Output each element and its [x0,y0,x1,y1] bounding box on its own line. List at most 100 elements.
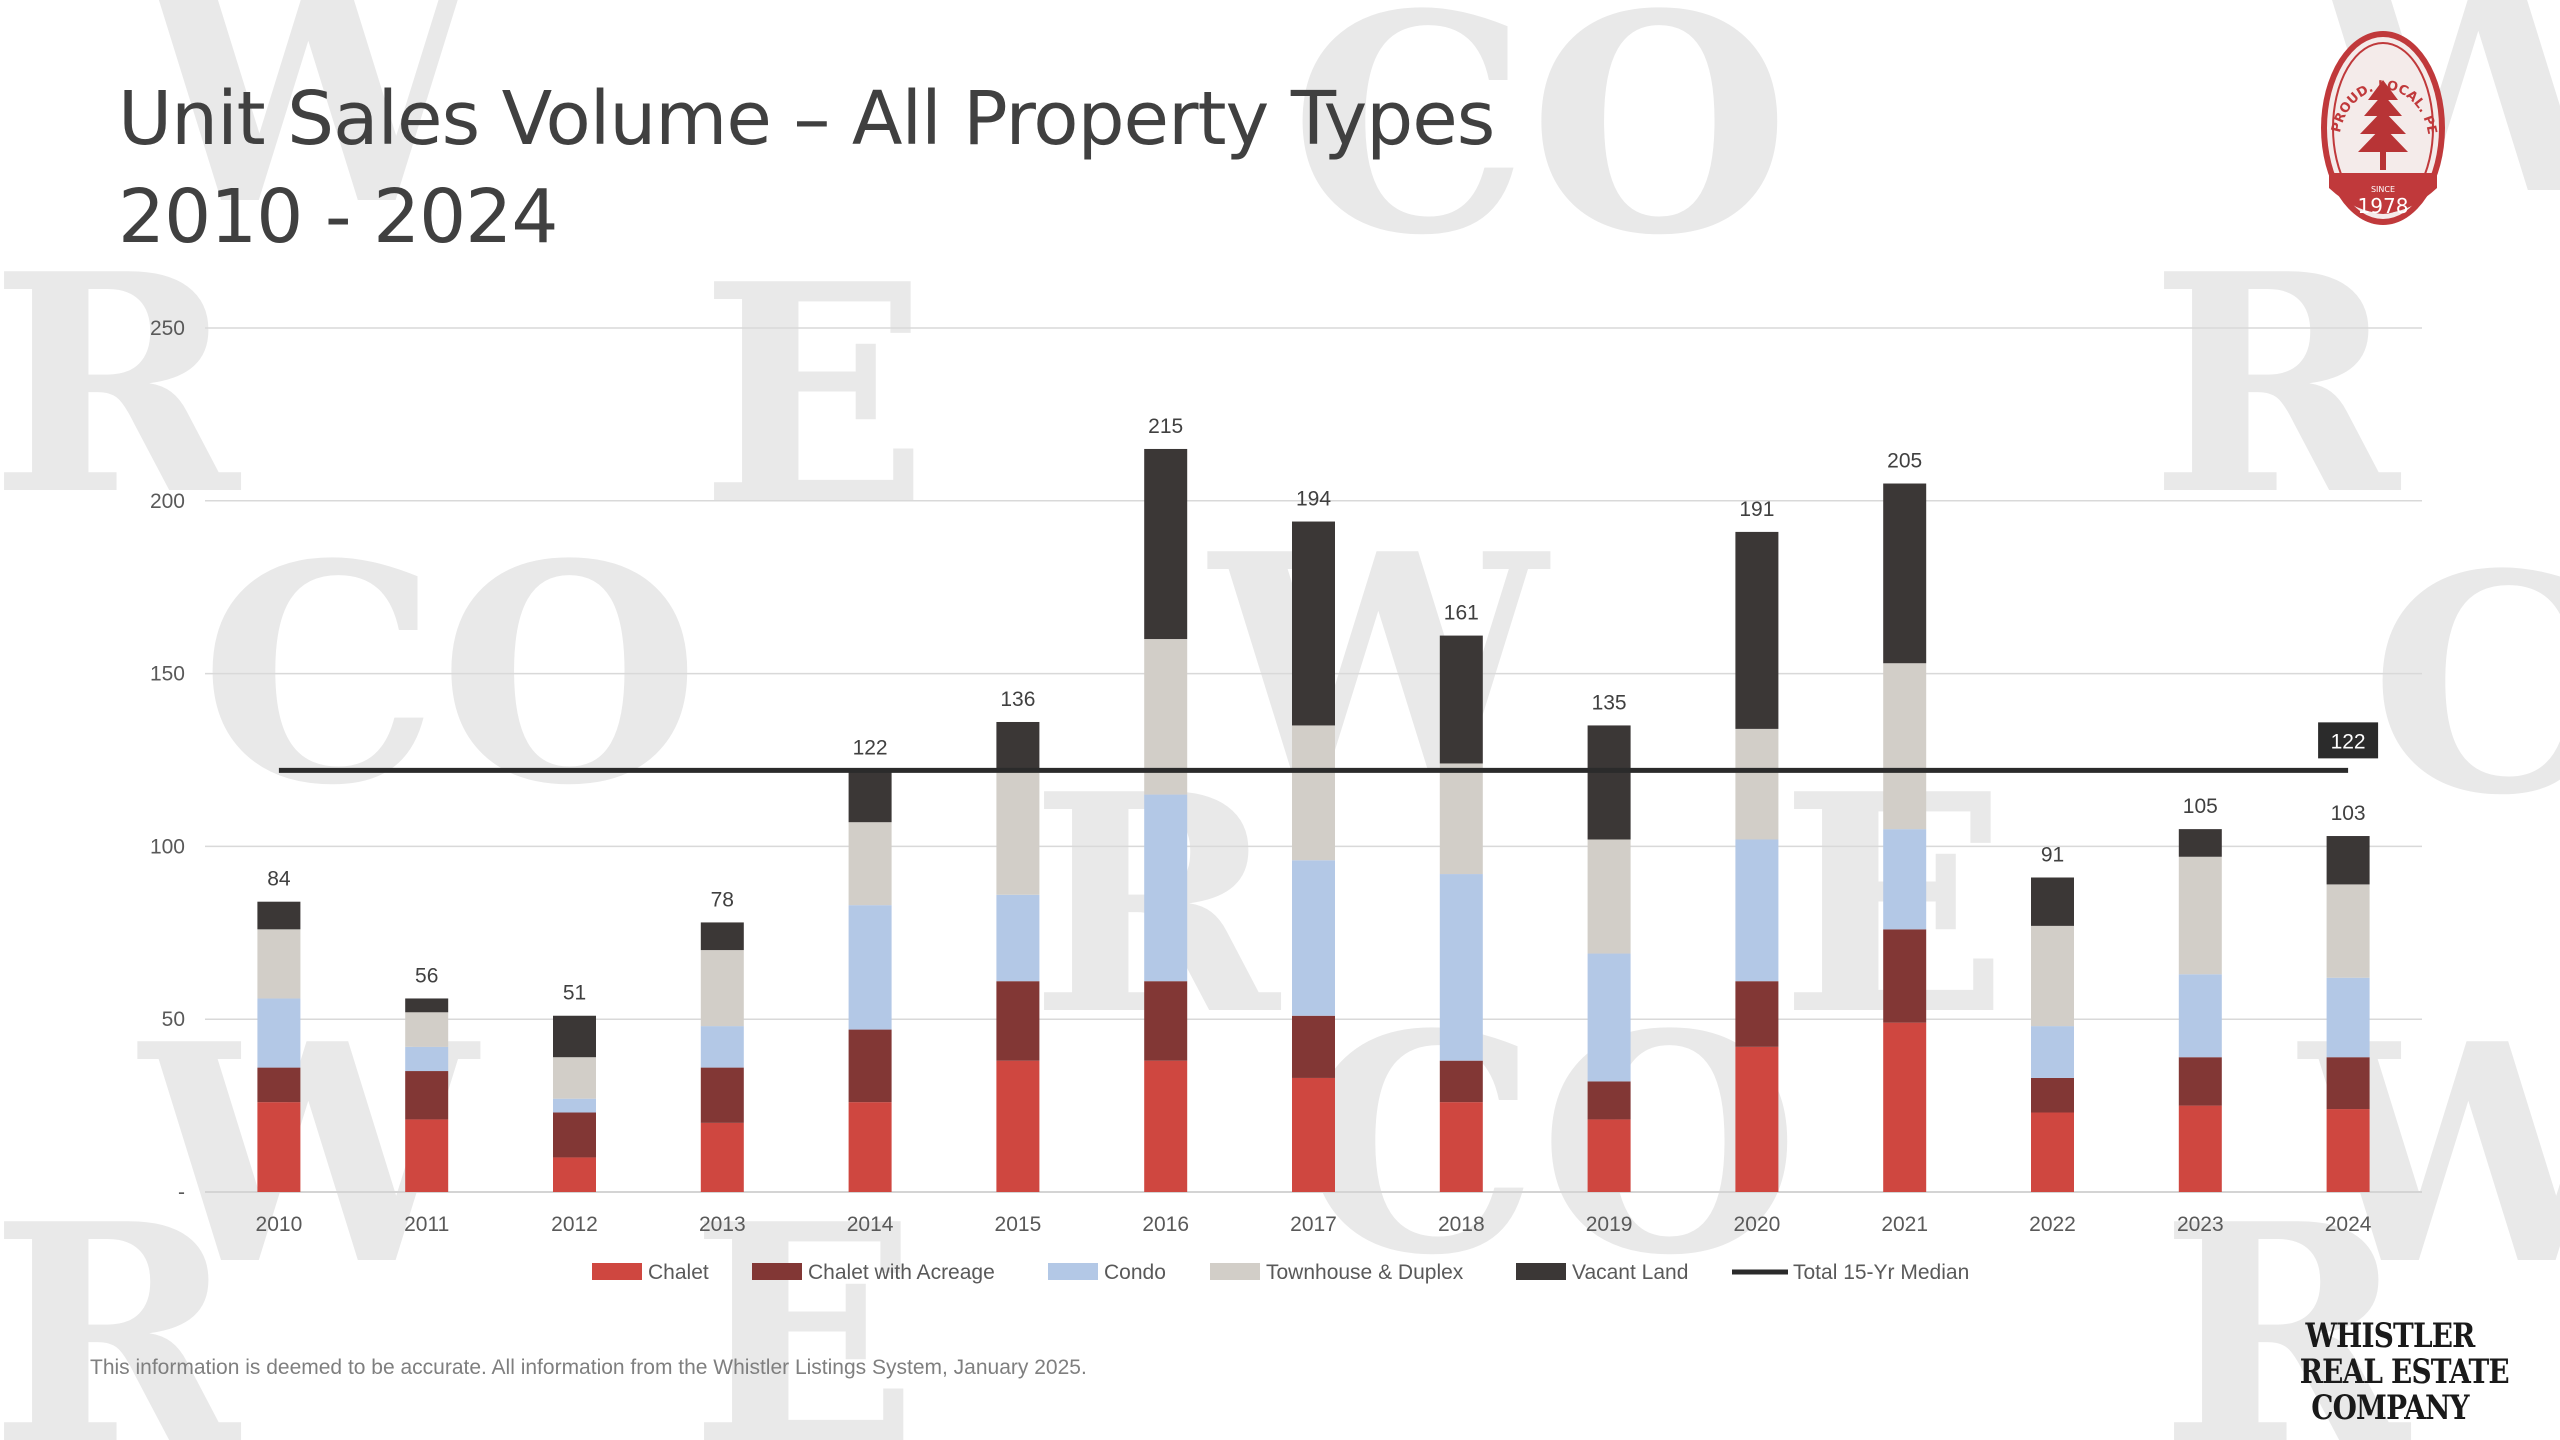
bar-segment [1587,1081,1631,1120]
bar-segment [848,822,892,906]
watermark-letter: CO [200,498,700,851]
x-tick-label: 2023 [2177,1213,2224,1236]
bar-segment [2326,836,2370,885]
x-tick-label: 2020 [1734,1213,1781,1236]
bar-segment [2326,1057,2370,1110]
x-tick-label: 2021 [1881,1213,1928,1236]
bar-segment [2326,977,2370,1058]
bar-segment [1439,1060,1483,1103]
bar-segment [553,1112,596,1158]
badge-since: SINCE [2371,185,2395,194]
footnote: This information is deemed to be accurat… [90,1356,1087,1379]
bar-segment [2178,856,2222,975]
legend-item: Chalet with Acreage [752,1261,995,1284]
legend-item: Condo [1048,1261,1166,1284]
bar-segment [1587,839,1631,954]
bar-segment [2031,1026,2074,1078]
legend-label: Townhouse & Duplex [1266,1261,1464,1284]
watermark-letter: R [0,208,243,561]
watermark-letter: R [0,1158,243,1440]
bar-segment [1144,448,1188,640]
bar-segment [1439,635,1483,764]
bar-segment [405,998,449,1013]
bar-stack-2024: 103 [2326,802,2370,1192]
bar-segment [1439,763,1483,875]
bar-segment [2178,829,2222,857]
watermark-letter: E [690,1158,919,1440]
watermark-letter: E [700,218,929,571]
bar-segment [2326,884,2370,978]
bars: 84 56 51 78 122 136 215 194 161 135 191 205 91 105 103 [257,415,2370,1192]
bar-stack-2023: 105 [2178,795,2222,1192]
badge-year: 1978 [2358,194,2409,218]
total-label: 205 [1887,450,1922,473]
bar-segment [700,1026,744,1068]
watermark-letter: W [1205,488,1552,841]
bar-segment [2031,925,2074,1027]
legend-label: Vacant Land [1572,1261,1688,1284]
legend-swatch [1048,1263,1098,1280]
brand-logo: WHISTLER REAL ESTATE COMPANY [2280,1318,2510,1426]
x-tick-label: 2024 [2325,1213,2372,1236]
x-tick-label: 2013 [699,1213,746,1236]
bar-segment [2178,974,2222,1058]
bar-segment [1144,794,1188,982]
bar-stack-2011: 56 [405,964,449,1192]
bar-segment [257,1067,301,1103]
legend: Chalet Chalet with Acreage Condo Townhouse … [592,1261,1969,1284]
x-axis: 2010 2011 2012 2013 2014 2015 2016 2017 2018 2019… [256,1213,2372,1236]
title-line-1: Unit Sales Volume – All Property Types [118,76,1495,162]
watermark-letter: R [2150,208,2403,561]
bar-segment [1292,725,1335,861]
bar-segment [2178,1105,2222,1192]
bar-segment [1735,1046,1779,1192]
bar-segment [1883,483,1927,664]
bar-segment [1292,521,1335,726]
bar-segment [996,770,1040,895]
watermark-letter: R [2160,1158,2413,1440]
total-label: 215 [1148,415,1183,438]
bar-segment [848,1102,892,1192]
total-label: 91 [2041,844,2064,867]
legend-item: Townhouse & Duplex [1210,1261,1464,1284]
total-label: 84 [267,868,291,891]
brand-logo-line-2: REAL ESTATE [2299,1352,2510,1392]
bar-segment [553,1098,596,1113]
bar-segment [2031,1077,2074,1113]
chart-title: Unit Sales Volume – All Property Types 2… [118,70,1495,266]
bar-segment [2178,1057,2222,1106]
total-label: 135 [1592,691,1627,714]
bar-stack-2019: 135 [1587,691,1631,1192]
bar-segment [1587,953,1631,1082]
x-tick-label: 2022 [2029,1213,2076,1236]
bar-segment [1587,1119,1631,1192]
bar-stack-2014: 122 [848,736,892,1192]
watermark-letter: CO [1300,968,1800,1321]
bar-stack-2013: 78 [700,888,744,1192]
y-tick-label: 200 [150,490,185,513]
bar-segment [2326,1109,2370,1192]
bar-segment [700,922,744,951]
bar-segment [996,1060,1040,1192]
bar-stack-2016: 215 [1144,415,1188,1192]
bar-segment [1439,874,1483,1061]
x-tick-label: 2014 [847,1213,894,1236]
total-label: 191 [1739,498,1774,521]
y-tick-label: 250 [150,317,185,340]
legend-swatch [1210,1263,1260,1280]
legend-swatch [752,1263,802,1280]
bar-stack-2010: 84 [257,868,301,1192]
x-tick-label: 2011 [404,1213,449,1236]
x-tick-label: 2017 [1290,1213,1337,1236]
legend-label: Total 15-Yr Median [1793,1261,1969,1284]
bar-segment [700,1067,744,1123]
bar-stack-2021: 205 [1883,450,1927,1192]
bar-segment [405,1119,449,1192]
median-label-box [2318,722,2379,759]
bar-segment [1587,725,1631,840]
legend-swatch [592,1263,642,1280]
bar-segment [996,894,1040,982]
median-label: 122 [2331,730,2366,753]
